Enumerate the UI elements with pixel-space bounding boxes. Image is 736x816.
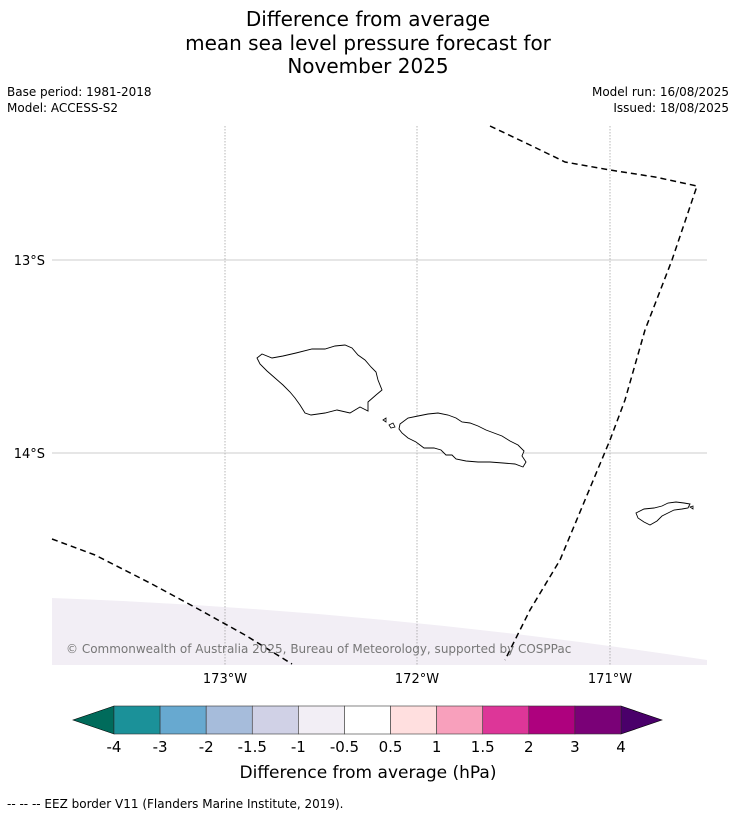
colorbar-bin-4 [298, 705, 345, 735]
model-text: Model: ACCESS-S2 [7, 101, 119, 115]
eez-footnote: -- -- -- EEZ border V11 (Flanders Marine… [7, 797, 344, 811]
colorbar-tick-5: -0.5 [330, 738, 359, 756]
base-period-text: Base period: 1981-2018 [7, 85, 152, 99]
colorbar-bin-5 [344, 705, 391, 735]
apolima-islet-outline [382, 417, 387, 423]
model-run-text: Model run: 16/08/2025 [591, 85, 729, 99]
lat-label-13s: 13°S [14, 254, 45, 269]
colorbar-bin-1 [159, 705, 207, 735]
colorbar-bin-2 [205, 705, 253, 735]
upolu-island-outline [398, 412, 527, 468]
colorbar-tick-10: 3 [570, 738, 580, 756]
colorbar-tick-11: 4 [616, 738, 626, 756]
colorbar-tick-9: 2 [524, 738, 534, 756]
aunuu-islet-outline [689, 505, 694, 510]
copyright-notice: © Commonwealth of Australia 2025, Bureau… [66, 642, 571, 656]
title-line-1: Difference from average [245, 7, 491, 31]
colorbar-bin-7 [436, 705, 484, 735]
eez-border-north-east [489, 125, 698, 661]
colorbar-max-extension [620, 705, 663, 735]
anomaly-shaded-region [52, 598, 707, 665]
colorbar-tick-8: 1.5 [471, 738, 495, 756]
colorbar-tick-6: 0.5 [379, 738, 403, 756]
lat-label-14s: 14°S [14, 447, 45, 462]
issued-text: Issued: 18/08/2025 [613, 101, 729, 115]
colorbar-bin-10 [574, 705, 622, 735]
colorbar-tick-0: -4 [107, 738, 122, 756]
colorbar-tick-7: 1 [432, 738, 442, 756]
colorbar-min-extension [72, 705, 115, 735]
colorbar-bin-8 [482, 705, 530, 735]
manono-islet-outline [388, 422, 396, 429]
map-title: Difference from average mean sea level p… [0, 7, 736, 79]
colorbar: -4 -3 -2 -1.5 -1 -0.5 0.5 1 1.5 2 3 4 [72, 705, 663, 756]
colorbar-title: Difference from average (hPa) [240, 763, 497, 783]
lon-label-172w: 172°W [395, 672, 439, 687]
colorbar-bin-6 [390, 705, 437, 735]
lon-label-171w: 171°W [588, 672, 632, 687]
colorbar-tick-2: -2 [199, 738, 214, 756]
title-line-2: mean sea level pressure forecast for [185, 30, 551, 55]
savaii-island-outline [256, 344, 383, 416]
colorbar-tick-4: -1 [291, 738, 306, 756]
meta-left: Base period: 1981-2018 Model: ACCESS-S2 [7, 84, 152, 116]
lon-label-173w: 173°W [203, 672, 247, 687]
title-line-3: November 2025 [287, 54, 449, 78]
tutuila-island-outline [635, 501, 691, 526]
colorbar-tick-1: -3 [153, 738, 168, 756]
eez-border-south-west [51, 538, 293, 665]
meta-right: Model run: 16/08/2025 Issued: 18/08/2025 [592, 84, 729, 116]
colorbar-bin-0 [113, 705, 161, 735]
colorbar-bin-9 [528, 705, 576, 735]
colorbar-tick-3: -1.5 [238, 738, 267, 756]
colorbar-bin-3 [251, 705, 299, 735]
